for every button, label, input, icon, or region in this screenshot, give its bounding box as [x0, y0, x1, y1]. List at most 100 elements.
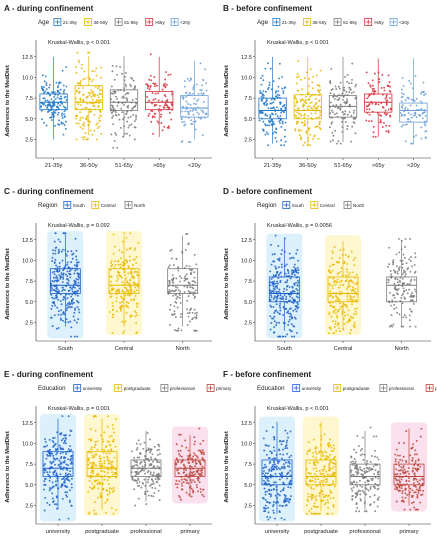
- data-point: [377, 496, 380, 499]
- data-point: [326, 456, 329, 458]
- data-point: [390, 314, 393, 316]
- data-point: [287, 324, 290, 326]
- data-point: [129, 247, 132, 249]
- legend-title: Education: [257, 385, 285, 392]
- data-point: [368, 504, 371, 507]
- data-point: [176, 306, 179, 309]
- data-point: [97, 105, 99, 108]
- data-point: [332, 473, 335, 476]
- data-point: [352, 259, 355, 262]
- data-point: [152, 480, 154, 483]
- data-point: [380, 114, 383, 117]
- data-point: [402, 466, 405, 469]
- data-point: [354, 464, 356, 467]
- data-point: [71, 253, 74, 256]
- data-point: [197, 473, 200, 476]
- data-point: [366, 105, 369, 108]
- data-point: [335, 299, 338, 302]
- data-point: [90, 476, 92, 479]
- data-point: [192, 460, 195, 462]
- data-point: [88, 78, 91, 81]
- data-point: [303, 116, 306, 119]
- data-point: [91, 482, 94, 485]
- data-point: [332, 482, 334, 485]
- data-point: [74, 307, 76, 310]
- data-point: [328, 271, 331, 274]
- data-point: [279, 490, 282, 493]
- data-point: [349, 285, 351, 288]
- data-point: [315, 452, 318, 455]
- data-point: [331, 284, 334, 287]
- legend-key: >65y: [364, 18, 384, 26]
- data-point: [270, 263, 273, 266]
- data-point: [377, 473, 380, 476]
- data-point: [153, 76, 156, 78]
- data-point: [276, 106, 278, 109]
- data-point: [156, 460, 159, 463]
- data-point: [152, 460, 154, 463]
- data-point: [170, 118, 173, 121]
- data-point: [328, 282, 331, 285]
- data-point: [54, 469, 57, 472]
- data-point: [104, 501, 107, 504]
- data-point: [63, 110, 66, 113]
- data-point: [350, 329, 352, 331]
- data-point: [99, 114, 102, 117]
- data-point: [124, 294, 127, 297]
- category-postgraduate: postgraduate: [84, 414, 120, 535]
- data-point: [64, 474, 67, 477]
- data-point: [133, 120, 136, 123]
- data-point: [189, 307, 192, 310]
- data-point: [347, 309, 350, 312]
- data-point: [289, 474, 292, 477]
- data-point: [117, 263, 120, 266]
- data-point: [188, 80, 191, 82]
- data-point: [179, 280, 181, 283]
- data-point: [179, 496, 182, 499]
- data-point: [53, 314, 56, 317]
- data-point: [332, 311, 335, 314]
- data-point: [179, 454, 182, 457]
- data-point: [321, 469, 324, 472]
- data-point: [363, 470, 366, 473]
- data-point: [183, 85, 186, 88]
- data-point: [113, 78, 116, 81]
- data-point: [79, 119, 81, 122]
- data-point: [395, 473, 398, 476]
- legend-key: primary: [425, 384, 437, 392]
- data-point: [388, 85, 391, 88]
- data-point: [194, 462, 197, 465]
- data-point: [51, 279, 54, 282]
- data-point: [186, 233, 189, 235]
- data-point: [412, 443, 415, 446]
- data-point: [191, 123, 194, 126]
- data-point: [60, 272, 63, 274]
- data-point: [276, 296, 279, 299]
- data-point: [285, 295, 288, 298]
- category-South: South: [266, 233, 303, 352]
- x-tick-label: North: [176, 346, 190, 352]
- data-point: [368, 103, 371, 105]
- data-point: [185, 491, 188, 494]
- data-point: [308, 448, 311, 451]
- data-point: [269, 289, 272, 292]
- data-point: [387, 131, 390, 134]
- data-point: [131, 264, 134, 266]
- data-point: [395, 486, 398, 489]
- data-point: [71, 477, 73, 480]
- data-point: [201, 84, 204, 87]
- data-point: [264, 463, 266, 466]
- data-point: [39, 105, 42, 108]
- data-point: [144, 472, 147, 475]
- data-point: [397, 461, 400, 464]
- data-point: [314, 112, 317, 115]
- data-point: [409, 491, 412, 494]
- data-point: [398, 269, 401, 272]
- data-point: [284, 494, 287, 497]
- data-point: [260, 77, 263, 80]
- data-point: [121, 251, 124, 254]
- data-point: [163, 107, 166, 109]
- data-point: [62, 319, 64, 322]
- data-point: [131, 275, 134, 277]
- data-point: [187, 461, 190, 464]
